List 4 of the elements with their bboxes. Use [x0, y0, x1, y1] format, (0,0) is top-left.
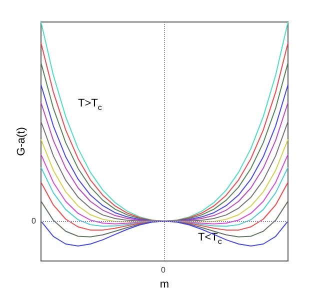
text: 0 [161, 266, 166, 274]
x-axis-title: m [160, 278, 170, 290]
y-axis-title: G-a(t) [16, 127, 28, 156]
ref-line-label: 0 [32, 216, 37, 226]
